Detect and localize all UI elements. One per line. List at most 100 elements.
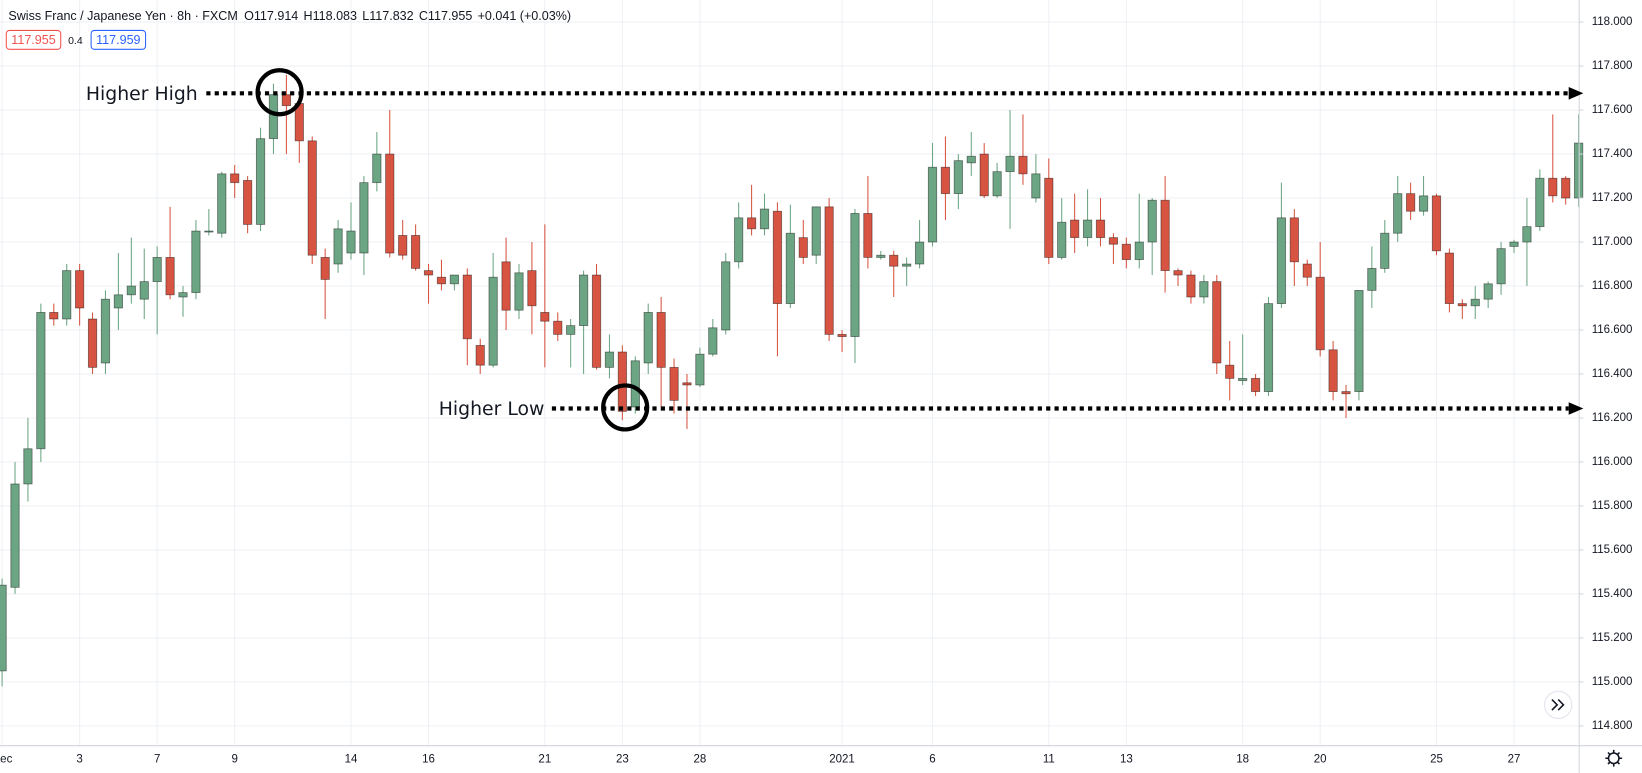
x-tick-label: 2021 — [829, 753, 855, 765]
candle-body — [798, 237, 808, 258]
candle-body — [1315, 276, 1325, 351]
x-tick-label: 28 — [694, 753, 707, 765]
candle-body — [462, 274, 472, 340]
candle-body — [708, 327, 718, 355]
candle-body — [385, 153, 395, 254]
y-tick-label: 116.600 — [1592, 324, 1633, 336]
candle-body — [1548, 177, 1558, 197]
candle-body — [152, 256, 162, 283]
candle-body — [1393, 193, 1403, 234]
x-tick-label: 13 — [1120, 753, 1133, 765]
candle-body — [1457, 303, 1467, 307]
y-tick-label: 114.800 — [1592, 720, 1633, 732]
candle-body — [1496, 248, 1506, 285]
candle-body — [1535, 177, 1545, 228]
candle-body — [243, 180, 253, 225]
candle-body — [1328, 349, 1338, 393]
candle-body — [1134, 241, 1144, 261]
y-tick-label: 116.800 — [1592, 280, 1633, 292]
annotation-text: Higher High — [86, 84, 198, 105]
candle-body — [643, 311, 653, 364]
candle-body — [1199, 281, 1209, 298]
candle-body — [100, 298, 111, 364]
candle-body — [1121, 243, 1131, 261]
candle-body — [1276, 217, 1287, 305]
candle-body — [449, 274, 459, 285]
x-tick-label: 6 — [929, 753, 935, 765]
candle-body — [1147, 199, 1157, 243]
candle-body — [488, 276, 498, 366]
candle-body — [126, 285, 136, 296]
candle-body — [734, 217, 744, 263]
y-tick-label: 117.000 — [1592, 236, 1633, 248]
candle-body — [191, 230, 201, 294]
candle-body — [876, 254, 886, 258]
candle-body — [940, 166, 951, 195]
candle-body — [230, 173, 240, 184]
y-tick-label: 116.200 — [1592, 412, 1633, 424]
candle-body — [695, 353, 705, 386]
candle-body — [863, 213, 873, 258]
candle-body — [281, 94, 291, 107]
y-tick-label: 115.800 — [1592, 500, 1633, 512]
y-tick-label: 115.000 — [1592, 676, 1633, 688]
candle-body — [307, 140, 317, 256]
candle-body — [914, 241, 925, 265]
candle-body — [1483, 283, 1493, 300]
candle-body — [1160, 199, 1170, 272]
candle-body — [1561, 177, 1571, 199]
candle-body — [682, 382, 692, 386]
candle-body — [1380, 232, 1390, 269]
x-tick-label: 20 — [1314, 753, 1327, 765]
candle-body — [333, 228, 343, 265]
candle-body — [966, 155, 976, 164]
candle-body — [398, 235, 408, 256]
y-tick-label: 117.200 — [1592, 192, 1633, 204]
candle-body — [320, 256, 330, 280]
gear-teeth[interactable] — [1605, 749, 1623, 767]
buy-price[interactable]: 117.959 — [96, 33, 140, 47]
settings-button[interactable] — [1605, 749, 1623, 767]
candle-body — [1522, 226, 1532, 243]
scroll-icon[interactable] — [1551, 699, 1565, 711]
sell-box[interactable] — [5, 29, 62, 50]
candle-body — [979, 153, 989, 197]
candle-body — [1263, 303, 1274, 393]
candle-body — [1444, 252, 1455, 305]
axis-labels: 118.000 117.800 117.600 117.400 117.200 117.0… — [0, 16, 1632, 765]
candle-body — [889, 254, 899, 267]
candle-body — [540, 311, 550, 322]
x-tick-label: 18 — [1236, 753, 1249, 765]
candle-body — [1238, 377, 1248, 382]
candle-body — [850, 213, 860, 338]
candle-body — [423, 270, 434, 276]
x-tick-label: 9 — [231, 753, 237, 765]
highlight-circle — [255, 68, 304, 117]
y-tick-label: 118.000 — [1592, 16, 1633, 28]
candle-body — [372, 153, 382, 184]
candle-body — [527, 270, 537, 307]
candle-body — [927, 166, 938, 243]
scroll-button[interactable] — [1544, 690, 1573, 719]
candles — [0, 74, 1584, 687]
candle-body — [178, 292, 188, 298]
arrow-head — [1568, 87, 1584, 100]
candle-body — [656, 311, 666, 368]
candle-body — [165, 256, 175, 296]
ohlc-change: +0.041 (+0.03%) — [478, 9, 571, 23]
sell-price[interactable]: 117.955 — [11, 33, 55, 47]
x-tick-label: 21 — [538, 753, 551, 765]
candle-body — [1367, 267, 1377, 291]
candle-body — [1044, 177, 1054, 258]
candle-body — [1031, 173, 1041, 199]
candle-body — [217, 173, 227, 234]
candle-body — [1470, 298, 1480, 307]
candle-body — [1186, 274, 1196, 298]
candle-body — [1406, 193, 1416, 212]
buy-box[interactable] — [90, 29, 147, 50]
candle-body — [837, 333, 847, 338]
candle-body — [1341, 391, 1351, 395]
candle-body — [1250, 377, 1261, 393]
candle-body — [591, 274, 602, 368]
